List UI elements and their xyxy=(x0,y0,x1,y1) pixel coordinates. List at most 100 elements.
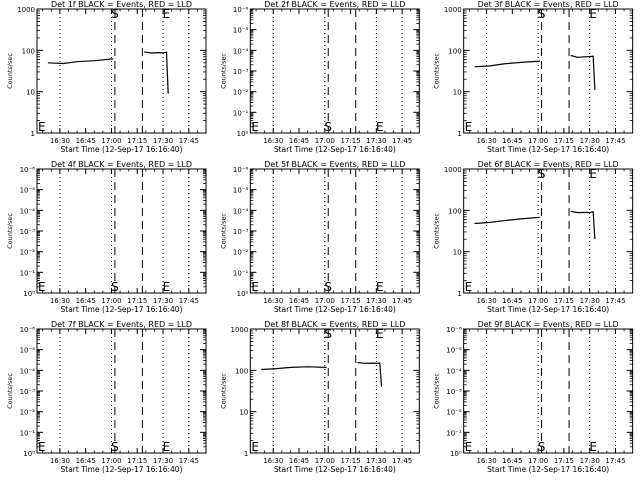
time-marker-label: E xyxy=(251,120,259,134)
y-tick-label: 100 xyxy=(235,367,248,375)
x-tick-label: 17:45 xyxy=(392,297,412,305)
x-tick-label: 17:15 xyxy=(340,457,360,465)
x-tick-label: 17:15 xyxy=(340,137,360,145)
x-tick-label: 17:00 xyxy=(315,137,335,145)
time-marker-label: E xyxy=(589,7,597,21)
panel-title: Det 8f BLACK = Events, RED = LLD xyxy=(264,320,405,329)
x-tick-label: 16:30 xyxy=(263,137,283,145)
y-tick-label: 10⁻³ xyxy=(233,68,249,76)
time-marker-label: E xyxy=(38,280,46,294)
y-tick-label: 10⁻² xyxy=(20,409,36,417)
y-tick-label: 1 xyxy=(31,130,35,138)
x-axis-label: Start Time (12-Sep-17 16:16:40) xyxy=(487,465,609,474)
y-tick-label: 10⁻¹ xyxy=(446,429,462,437)
x-tick-label: 17:30 xyxy=(153,457,173,465)
detector-panel-4: Det 4f BLACK = Events, RED = LLD 10⁰ 10⁻¹ 1… xyxy=(6,160,207,314)
y-tick-label: 10⁰ xyxy=(237,290,249,298)
y-tick-label: 10⁻⁵ xyxy=(20,187,36,195)
y-tick-label: 10⁻² xyxy=(233,89,249,97)
time-marker-label: E xyxy=(589,440,597,454)
time-marker-label: E xyxy=(465,120,473,134)
x-tick-label: 17:00 xyxy=(315,297,335,305)
time-marker-label: S xyxy=(111,280,119,294)
y-tick-label: 100 xyxy=(448,207,461,215)
x-axis-label: Start Time (12-Sep-17 16:16:40) xyxy=(487,145,609,154)
y-axis-label: Counts/sec xyxy=(433,213,441,249)
plot-frame xyxy=(463,8,634,134)
x-tick-label: 17:45 xyxy=(179,297,199,305)
count-rate-line xyxy=(357,361,383,387)
y-tick-label: 10⁻⁵ xyxy=(233,187,249,195)
x-tick-label: 17:15 xyxy=(127,137,147,145)
x-tick-label: 16:45 xyxy=(502,297,522,305)
time-marker-label: S xyxy=(324,280,332,294)
panel-title: Det 2f BLACK = Events, RED = LLD xyxy=(264,0,405,9)
x-tick-label: 17:00 xyxy=(528,297,548,305)
x-tick-label: 16:30 xyxy=(50,137,70,145)
panel-title: Det 3f BLACK = Events, RED = LLD xyxy=(478,0,619,9)
x-tick-label: 17:45 xyxy=(605,137,625,145)
y-tick-label: 100 xyxy=(448,47,461,55)
time-marker-label: E xyxy=(589,167,597,181)
y-tick-label: 1 xyxy=(244,450,248,458)
panel-title: Det 9f BLACK = Events, RED = LLD xyxy=(478,320,619,329)
y-tick-label: 10⁻¹ xyxy=(20,269,36,277)
x-tick-label: 17:45 xyxy=(392,137,412,145)
y-tick-label: 10⁻⁵ xyxy=(233,27,249,35)
y-tick-label: 10⁻³ xyxy=(233,228,249,236)
x-tick-label: 16:30 xyxy=(476,297,496,305)
panel-title: Det 7f BLACK = Events, RED = LLD xyxy=(51,320,192,329)
x-axis-label: Start Time (12-Sep-17 16:16:40) xyxy=(487,305,609,314)
time-marker-label: E xyxy=(376,327,384,341)
detector-panel-1: Det 1f BLACK = Events, RED = LLD 1 10 100 10… xyxy=(6,0,207,154)
panel-title: Det 4f BLACK = Events, RED = LLD xyxy=(51,160,192,169)
x-axis-label: Start Time (12-Sep-17 16:16:40) xyxy=(274,305,396,314)
x-axis-label: Start Time (12-Sep-17 16:16:40) xyxy=(274,145,396,154)
x-tick-label: 17:00 xyxy=(101,457,121,465)
panel-title: Det 6f BLACK = Events, RED = LLD xyxy=(478,160,619,169)
x-tick-label: 17:15 xyxy=(554,297,574,305)
time-marker-label: E xyxy=(163,440,171,454)
y-tick-label: 10⁻³ xyxy=(20,228,36,236)
y-tick-label: 10⁻⁵ xyxy=(20,347,36,355)
y-axis-label: Counts/sec xyxy=(219,373,227,409)
y-tick-label: 10⁻² xyxy=(233,249,249,257)
y-tick-label: 10⁻¹ xyxy=(233,269,249,277)
y-tick-label: 10⁰ xyxy=(237,130,249,138)
plot-frame xyxy=(249,168,420,294)
plot-frame xyxy=(463,328,634,454)
detector-panel-5: Det 5f BLACK = Events, RED = LLD 10⁰ 10⁻¹ 1… xyxy=(219,160,420,314)
x-tick-label: 17:30 xyxy=(580,137,600,145)
time-marker-label: S xyxy=(538,167,546,181)
y-tick-label: 1000 xyxy=(444,6,462,14)
x-axis-label: Start Time (12-Sep-17 16:16:40) xyxy=(61,465,183,474)
x-tick-label: 17:45 xyxy=(605,457,625,465)
detector-panel-6: Det 6f BLACK = Events, RED = LLD 1 10 100 10… xyxy=(433,160,634,314)
x-tick-label: 17:45 xyxy=(179,137,199,145)
y-tick-label: 10⁻³ xyxy=(446,388,462,396)
x-tick-label: 17:00 xyxy=(528,457,548,465)
time-marker-label: E xyxy=(465,440,473,454)
y-tick-label: 10⁻⁴ xyxy=(20,367,36,375)
x-tick-label: 16:30 xyxy=(476,137,496,145)
count-rate-line xyxy=(474,60,540,68)
detector-panel-7: Det 7f BLACK = Events, RED = LLD 10⁰ 10⁻¹ 1… xyxy=(6,320,207,474)
x-tick-label: 17:00 xyxy=(101,297,121,305)
x-tick-label: 17:15 xyxy=(554,137,574,145)
y-axis-label: Counts/sec xyxy=(219,213,227,249)
y-tick-label: 10⁻⁶ xyxy=(20,326,36,334)
x-tick-label: 16:30 xyxy=(476,457,496,465)
y-tick-label: 10⁻⁴ xyxy=(233,207,249,215)
count-rate-line xyxy=(570,210,596,240)
time-marker-label: E xyxy=(251,440,259,454)
panel-title: Det 1f BLACK = Events, RED = LLD xyxy=(51,0,192,9)
y-tick-label: 10⁻³ xyxy=(20,388,36,396)
y-tick-label: 10⁻⁴ xyxy=(233,47,249,55)
x-tick-label: 17:45 xyxy=(179,457,199,465)
y-tick-label: 10⁻⁴ xyxy=(446,367,462,375)
count-rate-line xyxy=(474,216,540,225)
x-tick-label: 16:45 xyxy=(76,297,96,305)
y-tick-label: 10⁻⁶ xyxy=(20,166,36,174)
y-axis-label: Counts/sec xyxy=(6,53,14,89)
x-tick-label: 16:45 xyxy=(289,297,309,305)
